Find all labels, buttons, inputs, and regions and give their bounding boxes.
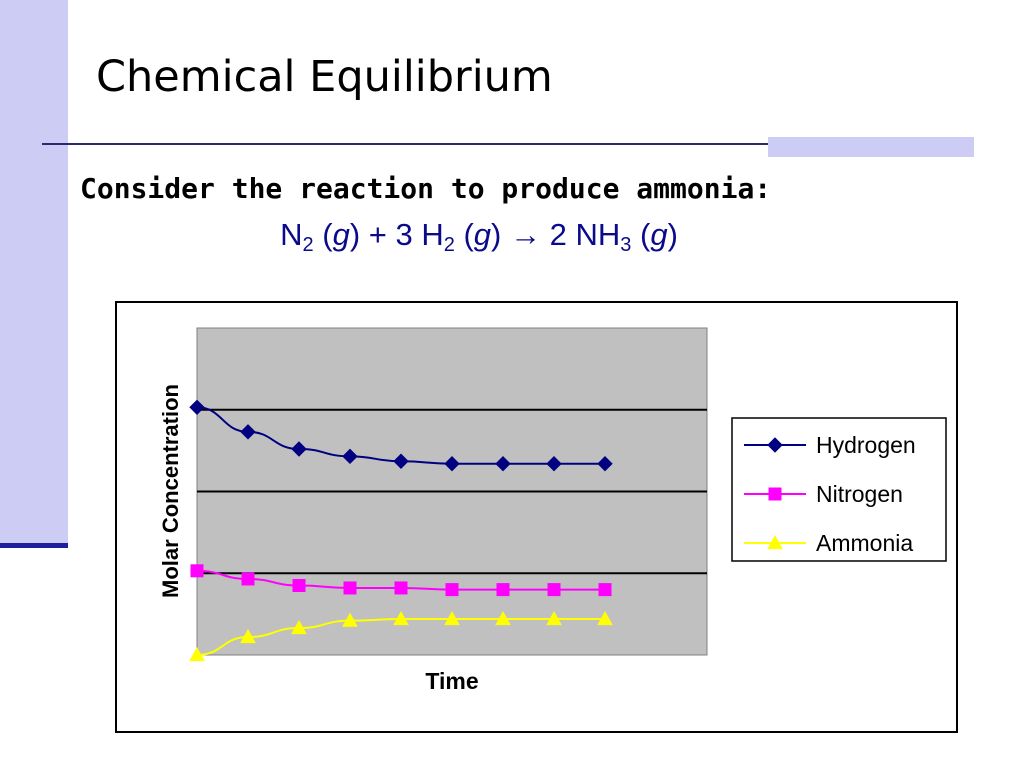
- legend-hydrogen-label: Hydrogen: [816, 432, 916, 458]
- legend-nitrogen-marker: [768, 487, 782, 501]
- nitrogen-point: [241, 572, 255, 586]
- ammonia-point: [240, 628, 256, 644]
- eq-h2-subscript: 2: [443, 234, 455, 256]
- ammonia-point: [546, 611, 562, 626]
- eq-n2: N: [280, 217, 303, 252]
- side-decoration-line: [0, 543, 68, 548]
- title-divider: [42, 143, 974, 145]
- eq-paren: ): [667, 217, 678, 252]
- ammonia-point: [495, 611, 511, 626]
- legend-ammonia-marker: [767, 534, 783, 550]
- hydrogen-point: [444, 455, 460, 472]
- eq-paren: ): [491, 217, 502, 252]
- legend-box: [731, 417, 947, 562]
- nitrogen-point: [190, 564, 204, 578]
- hydrogen-point: [189, 399, 205, 416]
- nitrogen-point: [598, 583, 612, 597]
- eq-nh3: 2 NH: [549, 217, 621, 252]
- gridlines: [197, 408, 707, 575]
- nitrogen-point: [292, 579, 306, 593]
- eq-h2: ) + 3 H: [349, 217, 444, 252]
- hydrogen-point: [597, 455, 613, 472]
- series-layer: [189, 399, 613, 662]
- legend-ammonia-label: Ammonia: [816, 530, 913, 556]
- hydrogen-point: [495, 455, 511, 472]
- legend-nitrogen-label: Nitrogen: [816, 481, 903, 507]
- ammonia-point: [393, 611, 409, 626]
- chart-frame: Time Molar Concentration Hydrogen Nitroge…: [115, 301, 958, 733]
- reaction-equation: N2 (g) + 3 H2 (g) → 2 NH3 (g): [0, 217, 958, 257]
- hydrogen-point: [240, 424, 256, 440]
- hydrogen-point: [291, 441, 307, 457]
- ammonia-point: [342, 612, 358, 627]
- slide-subtitle: Consider the reaction to produce ammonia…: [80, 172, 772, 205]
- nitrogen-point: [445, 583, 459, 597]
- nitrogen-point: [343, 581, 357, 595]
- ammonia-point: [189, 646, 205, 662]
- ammonia-point: [597, 611, 613, 626]
- title-accent-bar: [768, 137, 974, 157]
- eq-state-g: g: [650, 217, 668, 252]
- hydrogen-point: [342, 448, 358, 465]
- hydrogen-point: [546, 455, 562, 472]
- line-chart: Time Molar Concentration Hydrogen Nitroge…: [158, 327, 947, 694]
- slide-title: Chemical Equilibrium: [96, 52, 553, 102]
- x-axis-label: Time: [425, 668, 478, 694]
- ammonia-point: [444, 611, 460, 626]
- eq-state-g: g: [473, 217, 492, 252]
- legend-hydrogen-marker: [767, 437, 783, 453]
- legend: Hydrogen Nitrogen Ammonia: [731, 417, 947, 562]
- nitrogen-point: [394, 581, 408, 595]
- eq-paren: (: [631, 217, 651, 252]
- nitrogen-point: [496, 583, 510, 597]
- eq-nh3-subscript: 3: [620, 234, 632, 256]
- eq-arrow-icon: →: [509, 217, 541, 252]
- ammonia-point: [291, 619, 307, 635]
- hydrogen-point: [393, 453, 409, 469]
- eq-paren: (: [313, 217, 333, 252]
- side-decoration-strip: [0, 0, 68, 546]
- eq-paren: (: [454, 217, 474, 252]
- nitrogen-point: [547, 583, 561, 597]
- eq-n2-subscript: 2: [302, 234, 314, 256]
- y-axis-label: Molar Concentration: [158, 384, 183, 598]
- eq-state-g: g: [332, 217, 350, 252]
